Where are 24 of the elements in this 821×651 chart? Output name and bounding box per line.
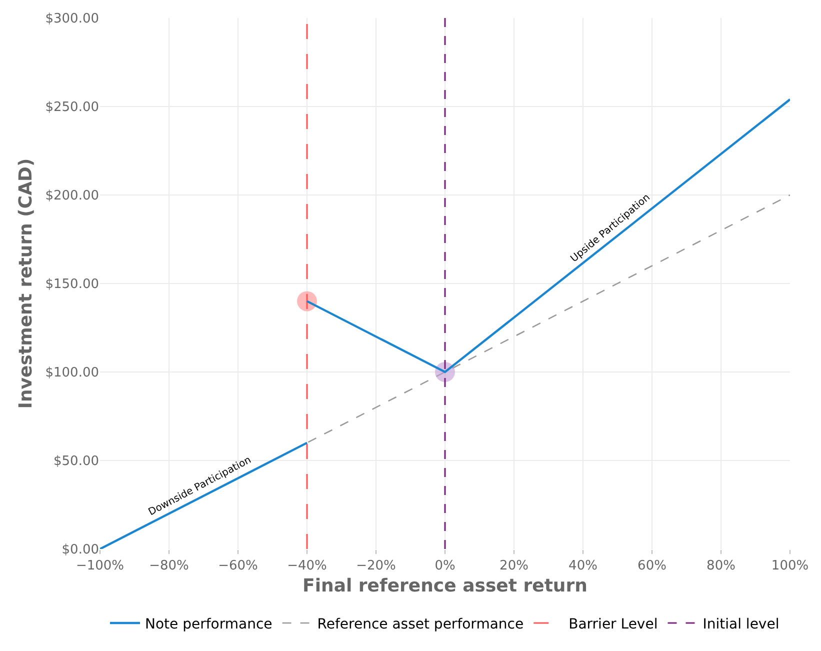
y-axis-title: Investment return (CAD) [15, 158, 36, 409]
y-tick-label: $200.00 [45, 188, 99, 204]
x-tick-label: −60% [218, 558, 258, 574]
x-tick-label: −100% [76, 558, 124, 574]
x-tick-label: −20% [356, 558, 396, 574]
y-tick-label: $300.00 [45, 12, 99, 27]
legend-label: Initial level [702, 616, 780, 632]
y-tick-label: $100.00 [45, 366, 99, 381]
x-axis-title: Final reference asset return [302, 576, 588, 597]
x-tick-label: −40% [287, 558, 327, 574]
x-tick-label: 40% [568, 558, 598, 574]
x-tick-label: 20% [500, 558, 528, 574]
y-tick-label: $0.00 [62, 542, 99, 558]
x-tick-label: 80% [706, 558, 736, 574]
y-tick-label: $50.00 [54, 454, 99, 470]
x-tick-label: −80% [149, 558, 189, 574]
y-tick-label: $150.00 [45, 277, 99, 292]
x-tick-label: 0% [434, 558, 456, 574]
legend-label: Barrier Level [568, 616, 658, 632]
legend-label: Reference asset performance [317, 616, 524, 632]
y-tick-label: $250.00 [45, 100, 99, 116]
legend-label: Note performance [145, 616, 272, 632]
x-tick-label: 60% [638, 558, 666, 574]
x-tick-label: 100% [771, 558, 809, 574]
